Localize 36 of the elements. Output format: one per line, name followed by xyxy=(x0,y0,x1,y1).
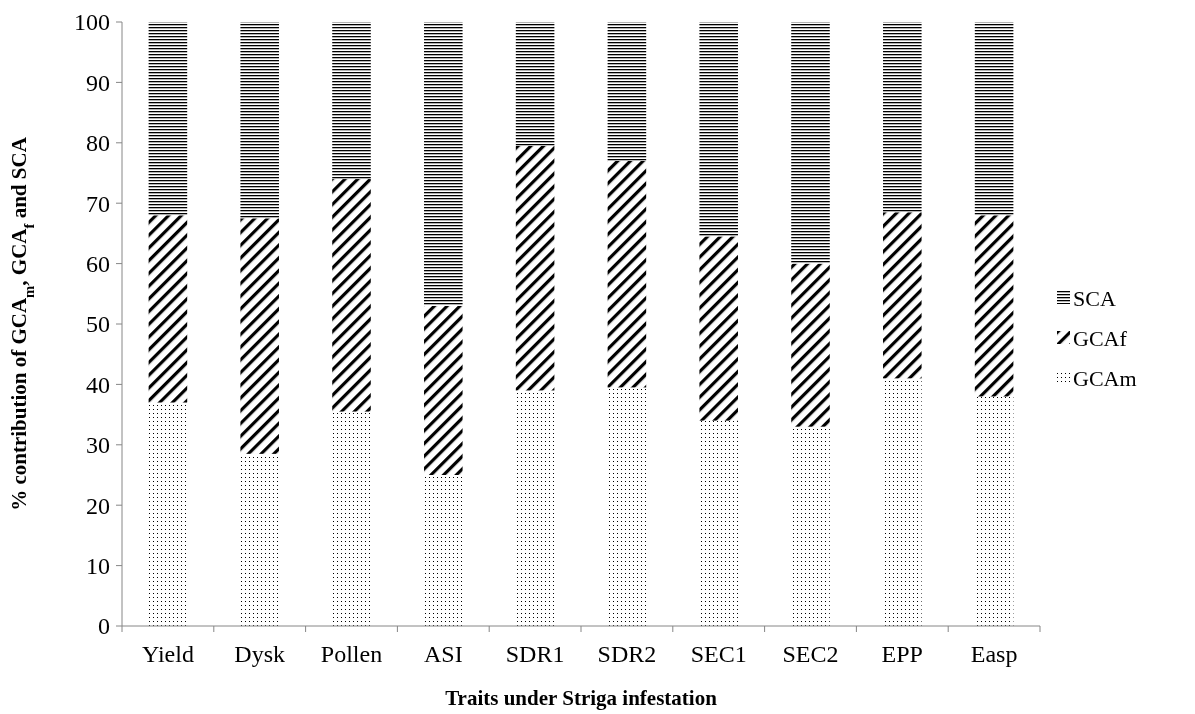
y-tick-label: 30 xyxy=(86,432,110,459)
x-tick-label: SEC1 xyxy=(690,641,747,667)
x-tick-label: EPP xyxy=(881,641,923,667)
legend-label: GCAm xyxy=(1073,365,1137,391)
x-axis-title: Traits under Striga infestation xyxy=(445,686,718,710)
y-tick-label: 50 xyxy=(86,311,110,338)
x-tick-label: Pollen xyxy=(320,641,383,667)
bar xyxy=(791,22,830,264)
y-tick-label: 90 xyxy=(86,69,110,96)
x-tick-label: SDR1 xyxy=(505,641,565,667)
y-tick-label: 20 xyxy=(86,492,110,519)
y-tick-label: 40 xyxy=(86,371,110,398)
bar xyxy=(515,22,555,146)
bar xyxy=(424,22,463,306)
bar xyxy=(148,22,188,216)
x-tick-label: Easp xyxy=(970,641,1018,667)
bar xyxy=(607,22,647,161)
bar xyxy=(332,22,371,180)
legend-label: SCA xyxy=(1073,285,1116,311)
bar xyxy=(974,22,1014,216)
y-tick-label: 10 xyxy=(86,553,110,579)
x-tick-label: SDR2 xyxy=(597,641,657,667)
y-tick-label: 100 xyxy=(74,9,110,36)
y-tick-label: 80 xyxy=(86,130,110,157)
x-tick-label: ASI xyxy=(423,641,463,667)
y-tick-label: 0 xyxy=(98,613,110,640)
y-tick-label: 60 xyxy=(86,251,110,277)
bar xyxy=(240,218,279,454)
x-tick-label: Dysk xyxy=(234,641,286,667)
x-tick-label: SEC2 xyxy=(782,641,839,667)
y-tick-label: 70 xyxy=(86,190,110,217)
bar xyxy=(883,22,922,213)
bar xyxy=(699,22,738,237)
legend-label: GCAf xyxy=(1073,325,1128,351)
bar xyxy=(240,22,279,219)
x-tick-label: Yield xyxy=(141,641,194,667)
